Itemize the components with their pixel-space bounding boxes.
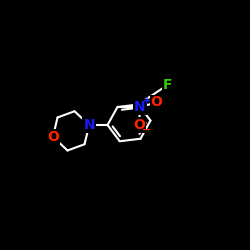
Text: −: −: [142, 124, 151, 134]
Text: F: F: [163, 78, 172, 92]
Text: N: N: [134, 100, 146, 114]
Text: O: O: [47, 130, 59, 144]
Text: O: O: [133, 118, 145, 132]
Text: N: N: [84, 118, 95, 132]
Text: O: O: [150, 96, 162, 110]
Text: +: +: [143, 96, 151, 106]
